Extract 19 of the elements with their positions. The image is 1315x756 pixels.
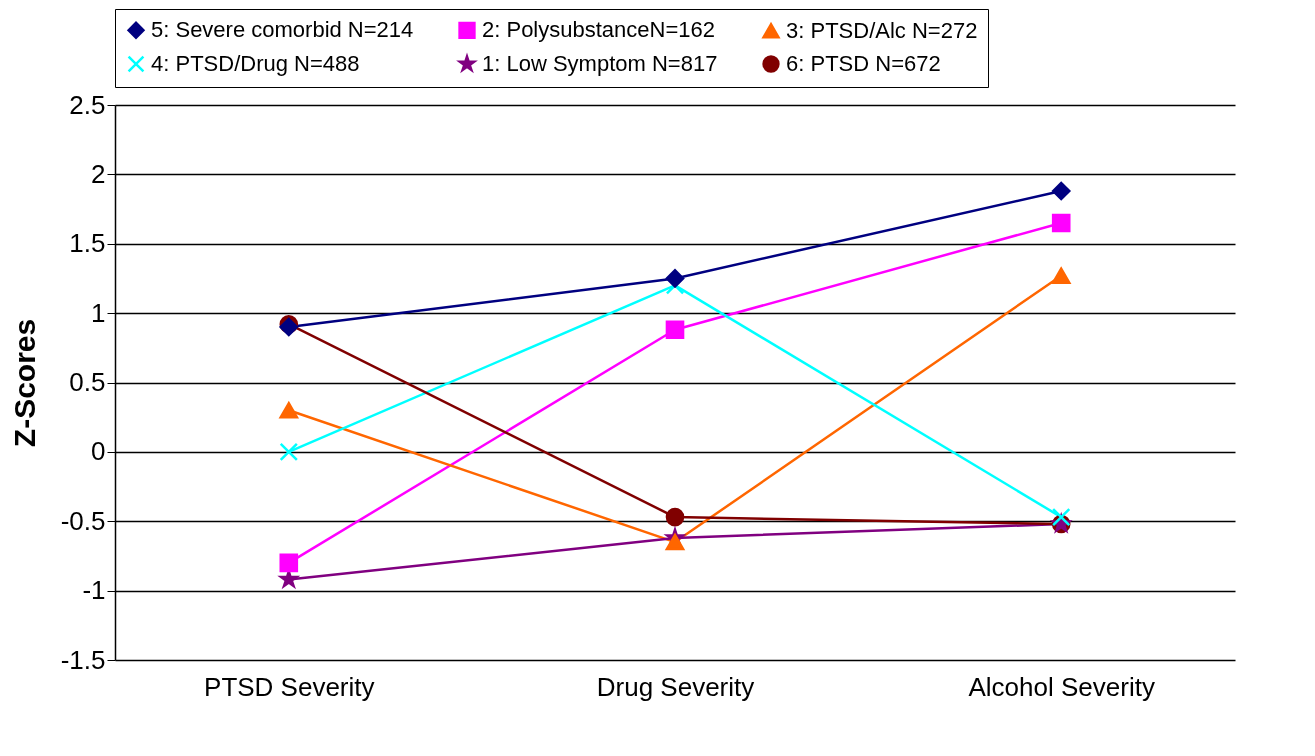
y-tick-label: -0.5 — [60, 505, 106, 536]
legend-label: 5: Severe comorbid N=214 — [151, 17, 414, 43]
legend-label: 3: PTSD/Alc N=272 — [786, 17, 978, 43]
y-tick-label: 1 — [91, 297, 106, 328]
y-tick-label: -1 — [82, 575, 106, 606]
y-tick-label: 0 — [91, 436, 106, 467]
y-tick-label: 1.5 — [69, 228, 106, 259]
y-axis-title: Z-Scores — [7, 318, 41, 448]
x-tick-label: Alcohol Severity — [968, 671, 1155, 702]
y-tick-label: 2.5 — [69, 89, 106, 120]
legend-label: 6: PTSD N=672 — [786, 51, 941, 76]
y-tick-label: 2 — [91, 158, 106, 189]
y-tick-label: -1.5 — [60, 644, 106, 675]
x-tick-label: Drug Severity — [596, 671, 755, 702]
legend-label: 2: PolysubstanceN=162 — [482, 17, 715, 43]
legend-label: 1: Low Symptom N=817 — [482, 51, 718, 76]
x-tick-label: PTSD Severity — [204, 671, 375, 702]
legend-label: 4: PTSD/Drug N=488 — [151, 51, 360, 76]
y-tick-label: 0.5 — [69, 367, 106, 397]
